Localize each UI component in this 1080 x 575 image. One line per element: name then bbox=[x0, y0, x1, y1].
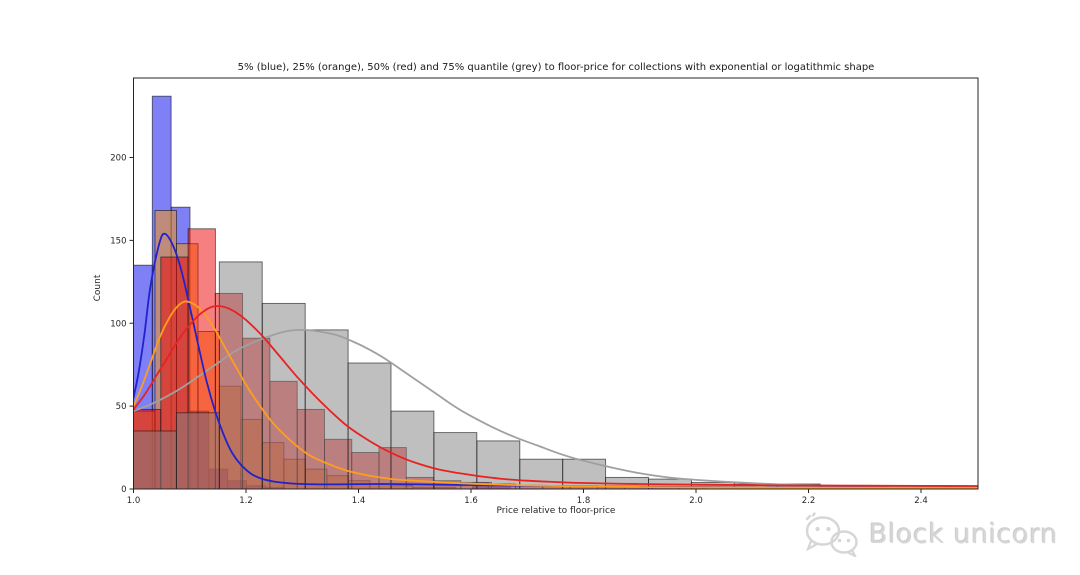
x-tick-label: 2.4 bbox=[914, 496, 928, 506]
axis-ticks: 1.0 1.2 1.4 1.6 1.8 2.0 2.2 2.4 0 50 100 150 200 bbox=[110, 154, 928, 507]
bar-grey-9 bbox=[519, 458, 564, 489]
x-axis-label: Price relative to floor-price bbox=[496, 506, 616, 516]
x-tick-label: 1.8 bbox=[577, 496, 591, 506]
y-tick-label: 100 bbox=[110, 319, 126, 329]
chart-title: 5% (blue), 25% (orange), 50% (red) and 7… bbox=[237, 62, 875, 73]
x-tick-label: 1.2 bbox=[239, 496, 253, 506]
x-tick-label: 2.2 bbox=[802, 496, 816, 506]
bar-grey-10 bbox=[562, 458, 607, 489]
y-axis-label: Count bbox=[93, 274, 103, 302]
kde-curve-orange bbox=[133, 300, 978, 489]
y-tick-label: 150 bbox=[110, 236, 126, 246]
bar-grey-1 bbox=[175, 412, 220, 489]
bar-grey-4 bbox=[304, 329, 349, 489]
y-tick-label: 200 bbox=[110, 154, 126, 164]
x-tick-label: 1.6 bbox=[464, 496, 478, 506]
bar-grey-3 bbox=[261, 302, 306, 489]
x-tick-label: 1.4 bbox=[352, 496, 366, 506]
x-tick-label: 2.0 bbox=[689, 496, 703, 506]
y-tick-label: 0 bbox=[121, 485, 126, 495]
bar-grey-7 bbox=[433, 432, 478, 489]
plot-frame bbox=[133, 77, 979, 490]
bar-grey-6 bbox=[390, 410, 435, 489]
wechat-bubbles-icon bbox=[805, 512, 858, 557]
x-tick-label: 1.0 bbox=[127, 496, 141, 506]
bar-grey-8 bbox=[476, 440, 521, 489]
y-tick-label: 50 bbox=[116, 402, 127, 412]
watermark-text: Block unicorn bbox=[869, 518, 1058, 550]
watermark: Block unicorn bbox=[803, 511, 1058, 557]
bar-grey-0 bbox=[133, 430, 177, 489]
histogram-bars bbox=[133, 95, 978, 489]
histogram-bars-grey bbox=[133, 261, 978, 489]
bar-grey-5 bbox=[347, 362, 392, 489]
kde-curve-red bbox=[133, 305, 978, 487]
kde-curves bbox=[133, 232, 978, 489]
